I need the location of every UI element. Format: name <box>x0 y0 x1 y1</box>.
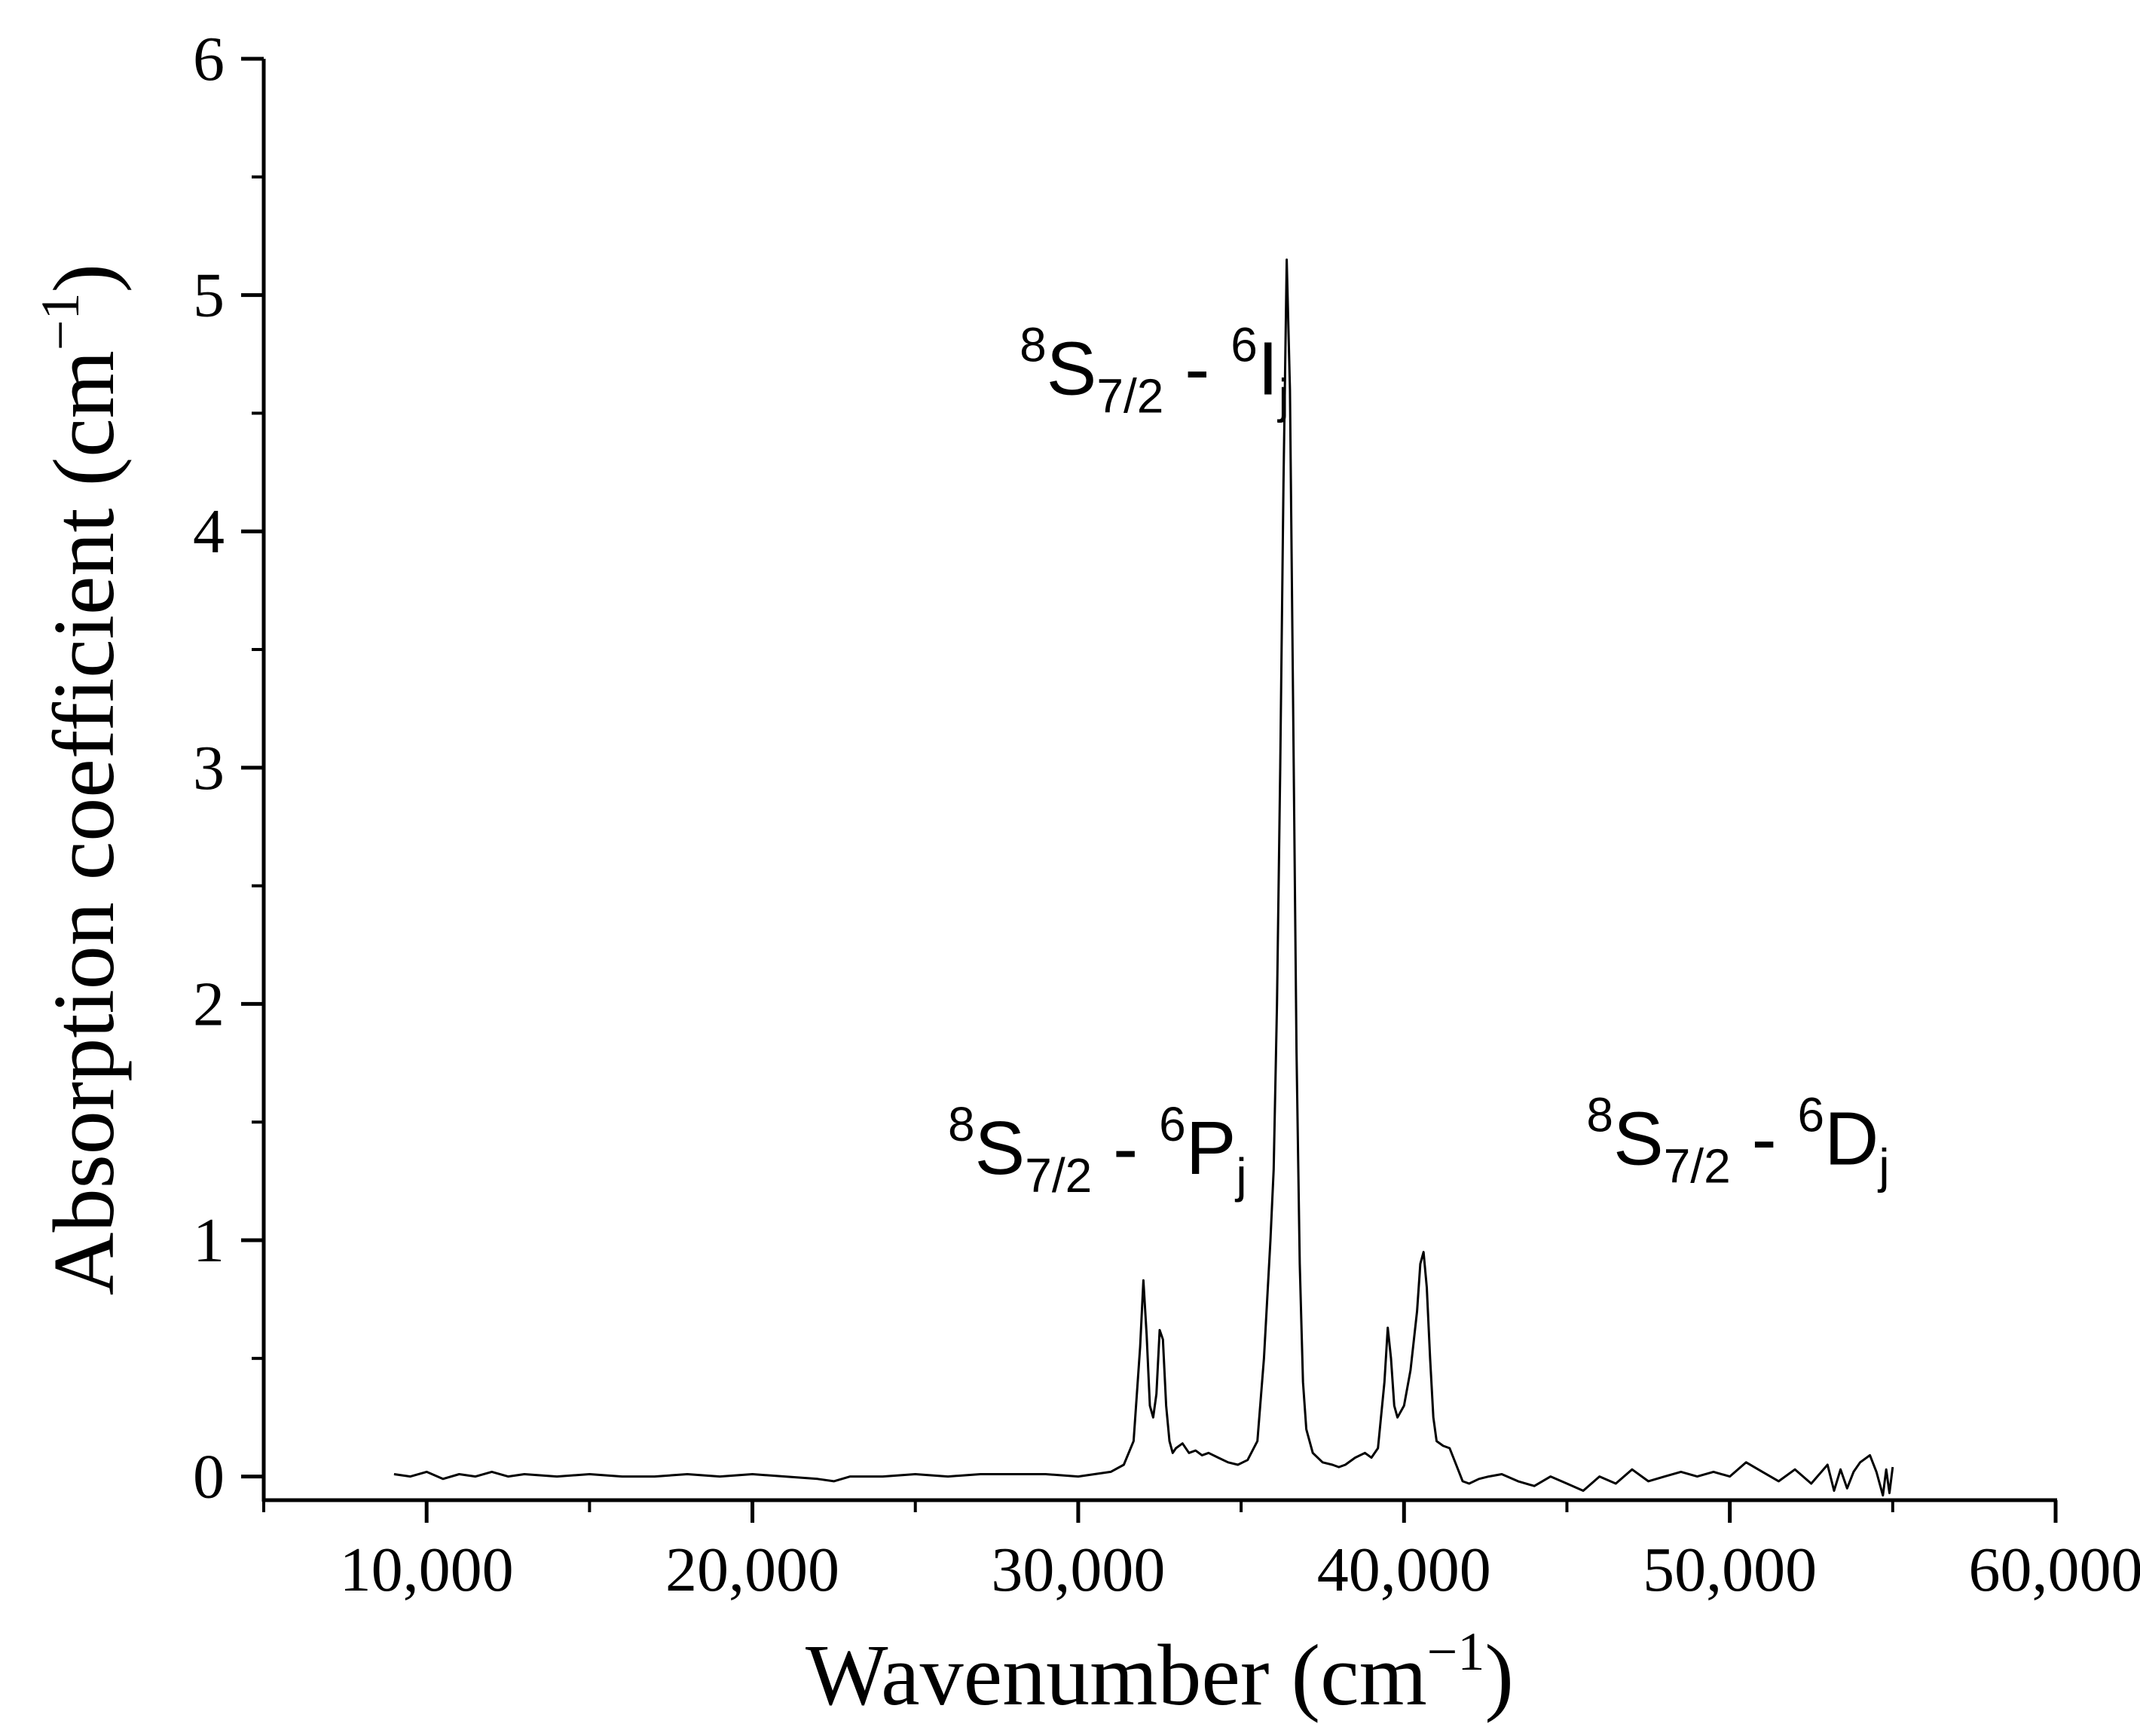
transition-annotation: 8S7/2 - 6Dj <box>1586 1088 1889 1194</box>
annotation-subscript: 7/2 <box>1664 1139 1731 1194</box>
y-tick-label: 6 <box>193 24 225 94</box>
x-axis-title: Wavenumber (cm−1) <box>806 1621 1514 1724</box>
x-tick-label: 10,000 <box>340 1535 514 1605</box>
series-line <box>393 258 1894 1497</box>
annotation-superscript: 8 <box>948 1097 975 1151</box>
annotation-term: S <box>975 1106 1026 1190</box>
annotation-superscript: 6 <box>1230 317 1258 371</box>
annotation-superscript: 8 <box>1020 317 1047 371</box>
x-tick-label: 30,000 <box>991 1535 1165 1605</box>
y-tick-label: 3 <box>193 733 225 803</box>
annotation-superscript: 8 <box>1586 1088 1613 1142</box>
axes <box>261 59 2057 1502</box>
transition-annotation: 8S7/2 - 6Ij <box>1020 317 1289 423</box>
annotation-term: D <box>1824 1097 1879 1181</box>
y-axis-title: Absorption coefficient (cm−1) <box>30 264 133 1295</box>
annotation-subscript: j <box>1277 368 1289 423</box>
y-axis-title-sup: −1 <box>30 292 90 350</box>
annotation-subscript: j <box>1877 1139 1889 1194</box>
x-tick-label: 50,000 <box>1643 1535 1817 1605</box>
y-tick-label: 5 <box>193 261 225 331</box>
y-tick-label: 1 <box>193 1206 225 1276</box>
annotation-term: I <box>1258 326 1279 411</box>
annotation-superscript: 6 <box>1159 1097 1186 1151</box>
annotation-subscript: j <box>1234 1148 1246 1203</box>
annotation-term: S <box>1047 326 1097 411</box>
x-tick-label: 60,000 <box>1969 1535 2140 1605</box>
annotation-term: S <box>1613 1097 1664 1181</box>
x-axis-title-end: ) <box>1484 1628 1514 1724</box>
annotation-dash: - <box>1731 1097 1798 1181</box>
annotation-dash: - <box>1163 326 1230 411</box>
y-axis-title-end: ) <box>36 264 133 293</box>
ticks <box>241 57 2058 1523</box>
transition-annotation: 8S7/2 - 6Pj <box>948 1097 1247 1203</box>
y-tick-label: 2 <box>193 969 225 1039</box>
annotation-term: P <box>1186 1106 1237 1190</box>
x-tick-label: 40,000 <box>1317 1535 1491 1605</box>
annotation-subscript: 7/2 <box>1025 1148 1092 1203</box>
x-tick-label: 20,000 <box>665 1535 839 1605</box>
y-tick-label: 4 <box>193 497 225 567</box>
tick-labels: 10,000 20,000 30,000 40,000 50,000 60,000 0 1 2 3… <box>193 24 2140 1605</box>
x-axis-title-sup: −1 <box>1427 1621 1485 1682</box>
y-tick-label: 0 <box>193 1442 225 1512</box>
annotation-subscript: 7/2 <box>1096 368 1163 423</box>
annotation-dash: - <box>1092 1106 1159 1190</box>
annotation-superscript: 6 <box>1798 1088 1825 1142</box>
